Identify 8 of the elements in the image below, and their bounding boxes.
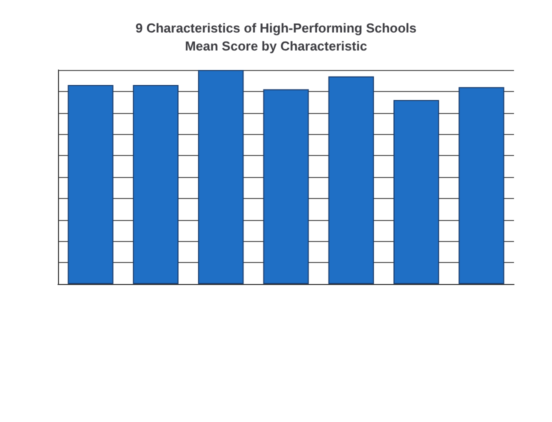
bar — [68, 84, 114, 284]
bar — [132, 84, 179, 284]
bar — [198, 70, 244, 284]
bar — [393, 100, 440, 284]
bar — [263, 89, 309, 284]
bar — [328, 76, 374, 284]
bar — [458, 87, 504, 284]
chart-title: 9 Characteristics of High-Performing Schools Mean Score by Characteristic — [135, 20, 417, 54]
